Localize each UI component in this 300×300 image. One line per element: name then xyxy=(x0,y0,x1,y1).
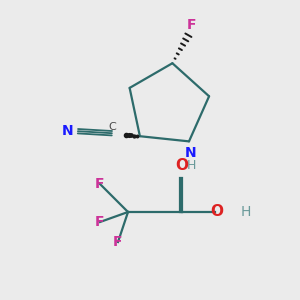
Text: O: O xyxy=(211,205,224,220)
Text: F: F xyxy=(187,18,196,32)
Text: O: O xyxy=(176,158,188,173)
Text: F: F xyxy=(95,215,105,229)
Text: F: F xyxy=(113,235,123,249)
Text: C: C xyxy=(108,122,116,132)
Text: N: N xyxy=(185,146,197,161)
Text: H: H xyxy=(241,205,251,219)
Text: N: N xyxy=(62,124,74,138)
Text: H: H xyxy=(186,159,196,172)
Text: F: F xyxy=(95,177,105,191)
